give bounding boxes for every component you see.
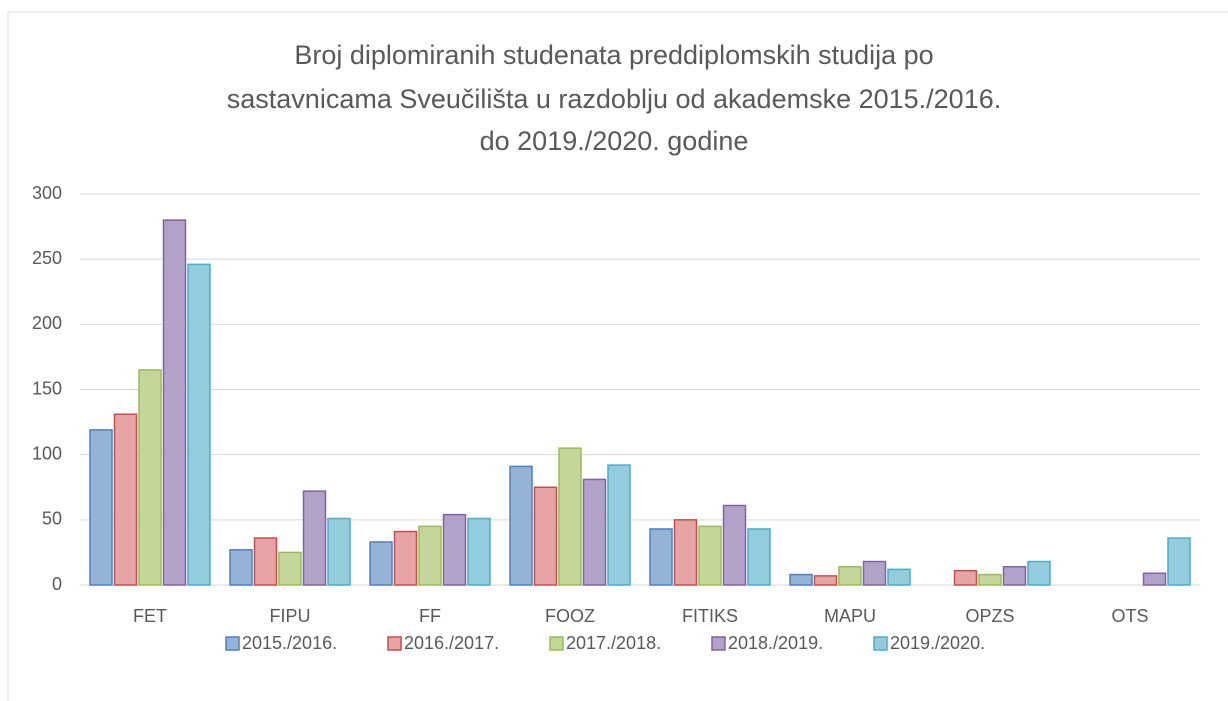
y-tick-label: 0 [52, 574, 62, 594]
bar [1002, 566, 1027, 586]
x-tick-label: FET [133, 606, 167, 626]
bar [278, 551, 302, 586]
bar [138, 369, 162, 586]
bar [253, 537, 278, 586]
legend-label: 2016./2017. [404, 633, 499, 653]
x-tick-label: FF [419, 606, 441, 626]
x-tick-label: FIPU [269, 606, 310, 626]
legend-label: 2019./2020. [890, 633, 985, 653]
legend-label: 2017./2018. [566, 633, 661, 653]
bar [813, 575, 838, 586]
bar [607, 464, 631, 586]
bar [187, 263, 211, 586]
bar [887, 568, 911, 586]
y-tick-label: 250 [32, 248, 62, 268]
bar [89, 429, 113, 586]
y-tick-label: 300 [32, 183, 62, 203]
bar [369, 541, 393, 586]
bar [1167, 537, 1191, 586]
bar [698, 525, 722, 586]
legend-label: 2018./2019. [728, 633, 823, 653]
bar [722, 504, 747, 586]
bar [978, 573, 1002, 586]
bar [442, 513, 467, 586]
legend-label: 2015./2016. [242, 633, 337, 653]
bar [302, 490, 327, 586]
chart-title: do 2019./2020. godine [480, 126, 749, 156]
bar [649, 528, 673, 586]
bar [509, 465, 533, 586]
x-tick-label: MAPU [824, 606, 876, 626]
legend-swatch [549, 636, 564, 651]
x-tick-label: OPZS [965, 606, 1014, 626]
bar [229, 549, 253, 586]
y-tick-label: 200 [32, 313, 62, 333]
chart-title: sastavnicama Sveučilišta u razdoblju od … [227, 84, 1001, 114]
bar [393, 530, 418, 586]
bar [533, 486, 558, 586]
legend-swatch [225, 636, 240, 651]
bar [1142, 572, 1167, 586]
bar [327, 517, 351, 586]
legend-swatch [711, 636, 726, 651]
chart-title: Broj diplomiranih studenata preddiplomsk… [294, 40, 933, 70]
y-tick-label: 100 [32, 443, 62, 463]
bar [862, 560, 887, 586]
bar [558, 447, 582, 586]
bar [747, 528, 771, 586]
bar [162, 219, 187, 586]
y-tick-label: 50 [42, 509, 62, 529]
bar [418, 525, 442, 586]
bar [1027, 560, 1051, 586]
y-tick-label: 150 [32, 378, 62, 398]
bar [789, 573, 813, 586]
bar [838, 566, 862, 586]
bar [113, 413, 138, 586]
legend-swatch [387, 636, 402, 651]
bar [582, 478, 607, 586]
bar [467, 517, 491, 586]
x-tick-label: FITIKS [682, 606, 738, 626]
bar [673, 519, 698, 586]
legend-swatch [873, 636, 888, 651]
x-tick-label: FOOZ [545, 606, 595, 626]
bar [953, 569, 978, 586]
x-tick-label: OTS [1111, 606, 1148, 626]
